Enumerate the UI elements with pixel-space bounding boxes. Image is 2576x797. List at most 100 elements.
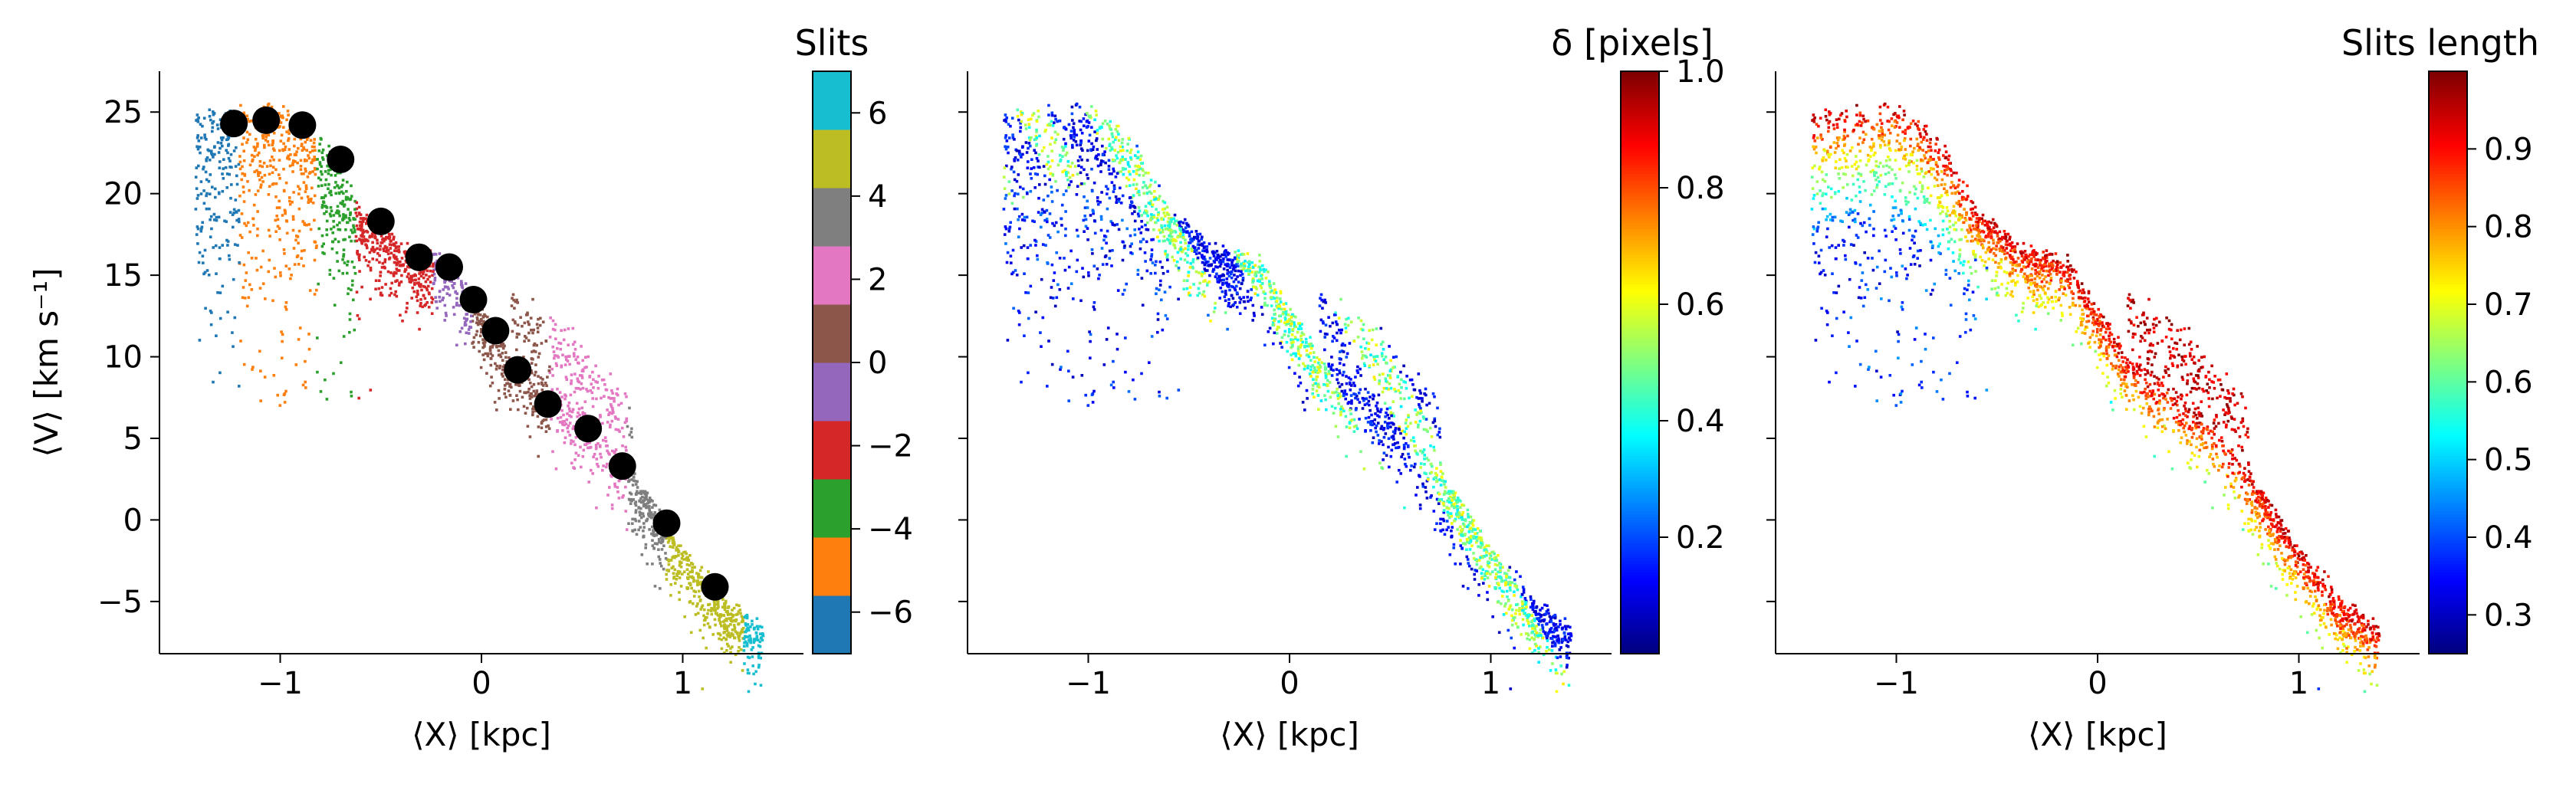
data-point bbox=[558, 421, 562, 424]
data-point bbox=[371, 241, 374, 244]
data-point bbox=[702, 614, 705, 618]
data-point bbox=[718, 633, 722, 637]
data-point bbox=[202, 261, 205, 264]
data-point bbox=[221, 172, 224, 175]
data-point bbox=[201, 254, 205, 257]
data-point bbox=[399, 280, 403, 284]
data-point bbox=[523, 391, 526, 394]
data-point bbox=[622, 494, 625, 497]
data-point bbox=[1342, 370, 1346, 374]
data-point bbox=[1108, 249, 1112, 253]
data-point bbox=[273, 267, 276, 270]
data-point bbox=[348, 330, 351, 334]
data-point bbox=[528, 394, 531, 397]
data-point bbox=[1015, 149, 1019, 153]
data-point bbox=[1316, 382, 1320, 386]
data-point bbox=[1173, 222, 1176, 225]
data-point bbox=[504, 395, 508, 398]
data-point bbox=[652, 513, 656, 517]
data-point bbox=[1437, 502, 1441, 505]
data-point bbox=[1023, 334, 1026, 337]
data-point bbox=[1222, 267, 1226, 271]
data-point bbox=[1194, 230, 1198, 233]
colorbar-title: Slits bbox=[795, 22, 869, 64]
data-point bbox=[522, 356, 525, 359]
y-tick-label: 0 bbox=[123, 503, 143, 538]
data-point bbox=[617, 403, 620, 407]
data-point bbox=[199, 123, 202, 126]
data-point bbox=[1033, 186, 1037, 189]
data-point bbox=[1263, 303, 1267, 307]
data-point bbox=[347, 292, 350, 296]
data-point bbox=[1371, 441, 1375, 444]
data-point bbox=[1297, 327, 1300, 330]
data-point bbox=[445, 292, 449, 295]
data-point bbox=[1388, 345, 1391, 348]
data-point bbox=[1557, 641, 1560, 644]
data-point bbox=[1402, 444, 1406, 447]
data-point bbox=[1277, 303, 1281, 307]
data-point bbox=[202, 202, 206, 205]
data-point bbox=[1211, 270, 1214, 273]
data-point bbox=[1218, 264, 1222, 268]
data-point bbox=[680, 556, 684, 560]
data-point bbox=[1270, 317, 1274, 320]
data-point bbox=[1356, 365, 1359, 369]
data-point bbox=[611, 449, 614, 453]
data-point bbox=[207, 179, 211, 183]
data-point bbox=[1161, 266, 1164, 269]
data-point bbox=[713, 602, 716, 605]
data-point bbox=[1088, 133, 1092, 137]
data-point bbox=[1201, 235, 1204, 239]
data-point bbox=[1407, 452, 1410, 456]
data-point bbox=[1017, 173, 1020, 176]
data-point bbox=[1372, 397, 1375, 401]
data-point bbox=[212, 110, 215, 113]
data-point bbox=[653, 542, 657, 545]
data-point bbox=[1393, 441, 1397, 445]
data-point bbox=[1178, 224, 1181, 228]
data-point bbox=[361, 228, 365, 232]
data-point bbox=[197, 164, 200, 168]
data-point bbox=[389, 239, 393, 243]
data-point bbox=[1181, 248, 1184, 251]
data-point bbox=[603, 395, 606, 398]
data-point bbox=[749, 637, 752, 641]
data-point bbox=[1528, 625, 1531, 628]
data-point bbox=[432, 263, 436, 267]
data-point bbox=[1104, 254, 1108, 257]
data-point bbox=[1086, 227, 1089, 230]
data-point bbox=[1005, 261, 1009, 264]
data-point bbox=[1396, 441, 1399, 444]
data-point bbox=[450, 280, 453, 283]
data-point bbox=[531, 413, 534, 417]
data-point bbox=[227, 136, 231, 139]
data-point bbox=[533, 342, 537, 346]
y-tick-label: −5 bbox=[97, 585, 143, 620]
data-point bbox=[498, 344, 501, 348]
data-point bbox=[569, 393, 573, 397]
data-point bbox=[696, 583, 699, 587]
data-point bbox=[307, 172, 311, 175]
data-point bbox=[229, 153, 233, 156]
data-point bbox=[1327, 362, 1330, 366]
data-point bbox=[320, 244, 324, 248]
data-point bbox=[204, 307, 207, 310]
data-point bbox=[1284, 310, 1288, 313]
data-point bbox=[319, 390, 323, 393]
data-point bbox=[606, 449, 609, 453]
data-point bbox=[1555, 626, 1558, 629]
data-point bbox=[1294, 354, 1298, 358]
data-point bbox=[676, 548, 680, 551]
data-point bbox=[561, 422, 564, 425]
data-point bbox=[406, 307, 409, 310]
data-point bbox=[498, 366, 501, 369]
data-point bbox=[314, 158, 317, 161]
data-point bbox=[1334, 320, 1338, 323]
data-point bbox=[1231, 285, 1234, 289]
data-point bbox=[1144, 223, 1147, 227]
data-point bbox=[1248, 269, 1251, 273]
data-point bbox=[1110, 146, 1113, 149]
data-point bbox=[1493, 552, 1496, 556]
colorbar-tick-label: 6 bbox=[868, 96, 887, 131]
